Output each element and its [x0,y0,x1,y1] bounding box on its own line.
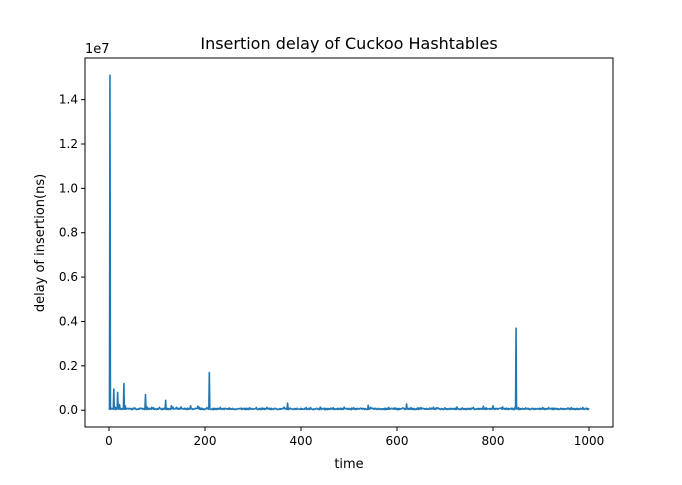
y-tick-label: 0.6 [59,270,78,284]
y-tick-label: 0.2 [59,359,78,373]
y-tick-label: 1.2 [59,137,78,151]
y-tick-label: 1.4 [59,93,78,107]
x-tick-label: 1000 [574,434,605,448]
x-tick-label: 400 [290,434,313,448]
x-tick-label: 0 [105,434,113,448]
y-axis-label: delay of insertion(ns) [33,174,48,312]
x-axis-label: time [334,457,363,472]
x-tick-label: 200 [194,434,217,448]
plot-frame [84,57,614,428]
chart-title: Insertion delay of Cuckoo Hashtables [200,34,497,53]
y-tick-label: 1.0 [59,181,78,195]
y-tick-label: 0.4 [59,314,78,328]
y-ticks: 0.0 0.2 0.4 0.6 0.8 1.0 1.2 1.4 [59,93,85,417]
x-tick-label: 800 [482,434,505,448]
x-tick-label: 600 [386,434,409,448]
y-tick-label: 0.8 [59,226,78,240]
y-offset-label: 1e7 [85,42,110,57]
y-tick-label: 0.0 [59,403,78,417]
series-line [108,74,590,411]
x-ticks: 0 200 400 600 800 1000 [105,427,604,448]
